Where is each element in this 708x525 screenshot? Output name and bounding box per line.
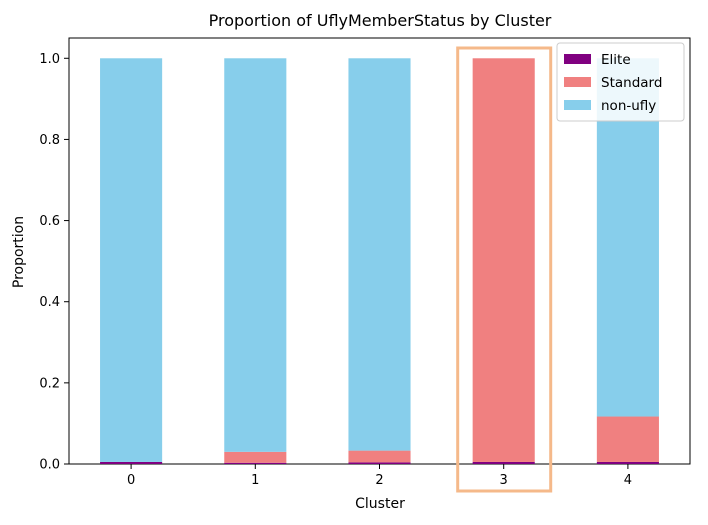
bar-segment-elite-cluster-3 <box>472 461 535 464</box>
bar-segment-standard-cluster-1 <box>224 451 287 463</box>
bar-segment-standard-cluster-2 <box>348 450 411 463</box>
legend-label-standard: Standard <box>601 75 662 91</box>
x-tick-label: 3 <box>500 473 508 488</box>
legend-swatch-non-ufly <box>564 100 591 110</box>
x-axis: 0 1 2 3 4 <box>127 464 632 488</box>
x-axis-label: Cluster <box>355 496 405 512</box>
y-tick-label: 0.6 <box>39 214 60 229</box>
bar-segment-non-ufly-cluster-1 <box>224 58 287 452</box>
y-tick-label: 0.8 <box>39 133 60 148</box>
bar-segment-non-ufly-cluster-2 <box>348 58 411 451</box>
y-axis: 0.0 0.2 0.4 0.6 0.8 1.0 <box>39 52 69 473</box>
legend-label-non-ufly: non-ufly <box>601 98 656 114</box>
legend-swatch-standard <box>564 77 591 87</box>
y-tick-label: 0.4 <box>39 295 60 310</box>
bar-segment-elite-cluster-0 <box>100 461 163 464</box>
bar-segment-standard-cluster-4 <box>596 416 659 462</box>
bar-segment-elite-cluster-1 <box>224 462 287 464</box>
bar-segment-elite-cluster-4 <box>596 461 659 464</box>
y-axis-label: Proportion <box>11 216 27 288</box>
y-tick-label: 0.2 <box>39 376 60 391</box>
x-tick-label: 4 <box>624 473 632 488</box>
x-tick-label: 0 <box>127 473 135 488</box>
legend-label-elite: Elite <box>601 52 631 68</box>
legend: Elite Standard non-ufly <box>556 42 685 122</box>
chart-title: Proportion of UflyMemberStatus by Cluste… <box>209 11 552 30</box>
highlight-box-group <box>456 46 553 493</box>
bar-segment-standard-cluster-3 <box>472 58 535 462</box>
highlight-box <box>456 46 553 493</box>
legend-swatch-elite <box>564 54 591 64</box>
x-tick-label: 1 <box>251 473 259 488</box>
bar-segment-non-ufly-cluster-0 <box>100 58 163 462</box>
y-tick-label: 0.0 <box>39 458 60 473</box>
x-tick-label: 2 <box>375 473 383 488</box>
bars-group <box>100 58 659 464</box>
bar-segment-elite-cluster-2 <box>348 462 411 464</box>
y-tick-label: 1.0 <box>39 52 60 67</box>
